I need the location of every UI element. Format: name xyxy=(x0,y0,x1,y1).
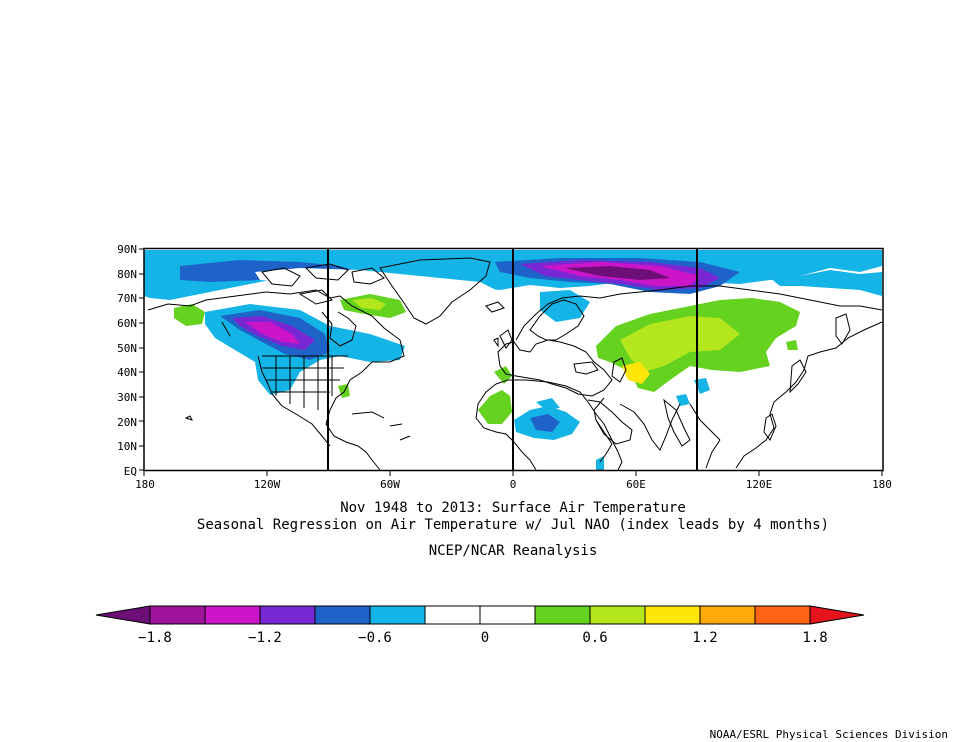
coast-hawaii xyxy=(184,415,193,421)
colorbar-box xyxy=(479,605,536,625)
colorbar-tick-label: −0.6 xyxy=(358,630,392,646)
egypt-cold xyxy=(536,398,560,410)
coast-eurasia xyxy=(515,285,883,469)
colorbar-box xyxy=(589,605,646,625)
lat-label-20n: 20N xyxy=(117,416,137,429)
colorbar-box xyxy=(369,605,426,625)
colorbar-arrow-right xyxy=(809,605,865,625)
lon-label-180e: 180 xyxy=(872,478,892,491)
lon-label-0: 0 xyxy=(510,478,517,491)
lon-ticks xyxy=(143,471,883,476)
morocco-warm xyxy=(494,366,512,384)
scandinavia-cold xyxy=(540,290,590,322)
coast-india xyxy=(663,398,691,447)
title-line-2: Seasonal Regression on Air Temperature w… xyxy=(197,517,829,533)
lon-label-180w: 180 xyxy=(135,478,155,491)
coast-kamchatka xyxy=(835,313,851,345)
india-cold xyxy=(676,394,690,406)
caspian-warm-strong xyxy=(622,362,650,384)
lat-label-60n: 60N xyxy=(117,317,137,330)
colorbar: −1.8 −1.2 −0.6 0 0.6 1.2 1.8 xyxy=(95,605,865,646)
lon-label-60w: 60W xyxy=(380,478,400,491)
colorbar-box xyxy=(644,605,701,625)
source-label: NCEP/NCAR Reanalysis xyxy=(429,543,598,559)
titles: Nov 1948 to 2013: Surface Air Temperatur… xyxy=(197,500,829,559)
coast-hudson-bay xyxy=(321,311,357,347)
colorbar-box xyxy=(314,605,371,625)
colorbar-box xyxy=(204,605,261,625)
map-frame xyxy=(143,247,884,472)
coast-caspian xyxy=(611,357,627,383)
coast-arctic-islands xyxy=(261,263,385,305)
siberia-warm-small xyxy=(786,340,798,350)
lon-label-120w: 120W xyxy=(254,478,281,491)
lat-label-50n: 50N xyxy=(117,342,137,355)
coast-japan xyxy=(789,359,807,394)
colorbar-tick-label: 0 xyxy=(481,630,489,646)
coast-caribbean xyxy=(351,411,411,441)
west-canada-cold-core xyxy=(245,322,300,344)
coast-philippines xyxy=(763,413,777,441)
lat-label-90n: 90N xyxy=(117,243,137,256)
lon-label-120e: 120E xyxy=(746,478,773,491)
colorbar-box xyxy=(424,605,481,625)
coast-africa xyxy=(475,379,623,471)
barents-cold-core xyxy=(565,266,670,280)
lat-label-eq: EQ xyxy=(124,465,137,478)
coast-scandinavia xyxy=(529,299,585,341)
hudson-warm-core xyxy=(352,298,386,310)
coast-arabia xyxy=(587,399,633,445)
lat-label-70n: 70N xyxy=(117,292,137,305)
title-line-1: Nov 1948 to 2013: Surface Air Temperatur… xyxy=(340,500,686,516)
colorbar-arrow-left xyxy=(95,605,151,625)
map-panel: 90N 80N 70N 60N 50N 40N 30N 20N 10N EQ 1… xyxy=(117,243,892,491)
colorbar-tick-label: −1.2 xyxy=(248,630,282,646)
colorbar-box xyxy=(754,605,811,625)
colorbar-tick-label: 1.8 xyxy=(802,630,827,646)
lat-label-30n: 30N xyxy=(117,391,137,404)
sahara-warm xyxy=(478,390,512,424)
arctic-cold-right xyxy=(770,270,882,296)
lat-label-10n: 10N xyxy=(117,440,137,453)
state-lines xyxy=(262,355,348,410)
sahel-cold-mid xyxy=(530,414,560,432)
eurasia-warm-mid xyxy=(620,316,740,372)
coast-north-america xyxy=(147,289,405,471)
arctic-neutral-strip xyxy=(255,268,500,296)
coast-europe xyxy=(497,339,613,397)
colorbar-box xyxy=(259,605,316,625)
lat-label-80n: 80N xyxy=(117,268,137,281)
coast-greenland xyxy=(379,257,491,325)
colorbar-box xyxy=(699,605,756,625)
colorbar-tick-label: −1.8 xyxy=(138,630,172,646)
coast-black-sea xyxy=(573,361,599,375)
lat-axis: 90N 80N 70N 60N 50N 40N 30N 20N 10N EQ xyxy=(117,243,137,478)
lat-ticks xyxy=(139,248,144,471)
colorbar-tick-label: 1.2 xyxy=(692,630,717,646)
alaska-warm xyxy=(174,304,205,326)
lon-axis: 180 120W 60W 0 60E 120E 180 xyxy=(135,478,892,491)
coastlines xyxy=(147,257,883,471)
us-state-borders xyxy=(262,355,348,410)
colorbar-box xyxy=(149,605,206,625)
lon-label-60e: 60E xyxy=(626,478,646,491)
coast-iceland xyxy=(485,301,505,313)
credit-label: NOAA/ESRL Physical Sciences Division xyxy=(710,728,948,741)
lat-label-40n: 40N xyxy=(117,366,137,379)
colorbar-tick-label: 0.6 xyxy=(582,630,607,646)
colorbar-box xyxy=(534,605,591,625)
